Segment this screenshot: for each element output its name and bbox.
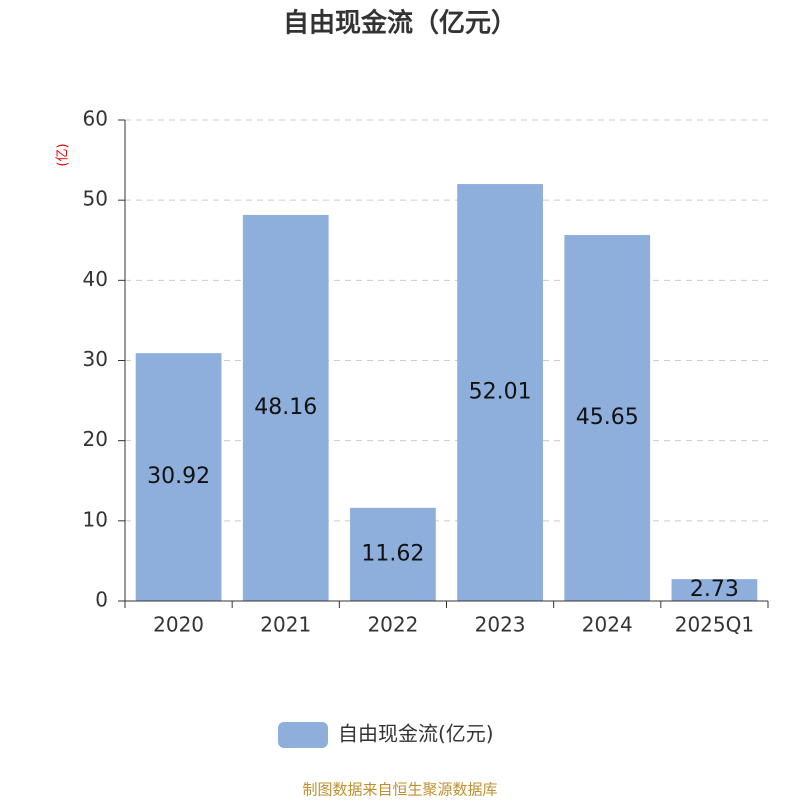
bar xyxy=(564,235,651,601)
x-tick-label: 2025Q1 xyxy=(675,613,754,637)
y-tick-label: 50 xyxy=(83,187,108,211)
bar xyxy=(350,507,436,601)
legend-label: 自由现金流(亿元) xyxy=(338,722,494,746)
legend-swatch xyxy=(278,722,328,748)
value-label: 45.65 xyxy=(576,405,639,430)
y-tick-label: 10 xyxy=(83,507,108,531)
value-label: 11.62 xyxy=(361,541,424,566)
bar xyxy=(135,353,222,601)
y-tick-label: 30 xyxy=(83,347,108,371)
value-label: 30.92 xyxy=(147,464,210,489)
source-note: 制图数据来自恒生聚源数据库 xyxy=(302,781,497,799)
chart-title: 自由现金流（亿元） xyxy=(283,8,517,39)
y-tick-label: 40 xyxy=(83,267,108,291)
x-tick-label: 2024 xyxy=(582,613,633,637)
value-label: 2.73 xyxy=(690,577,739,602)
x-tick-label: 2023 xyxy=(475,613,526,637)
value-label: 52.01 xyxy=(469,380,532,405)
bar xyxy=(457,184,543,601)
bar xyxy=(242,214,329,601)
y-tick-label: 60 xyxy=(83,107,108,131)
x-tick-label: 2020 xyxy=(153,613,204,637)
value-label: 48.16 xyxy=(254,395,317,420)
y-axis-label: (亿) xyxy=(56,143,71,166)
x-tick-label: 2022 xyxy=(367,613,418,637)
y-tick-label: 0 xyxy=(95,588,108,612)
x-tick-label: 2021 xyxy=(260,613,311,637)
bar xyxy=(671,579,758,601)
y-tick-label: 20 xyxy=(83,427,108,451)
